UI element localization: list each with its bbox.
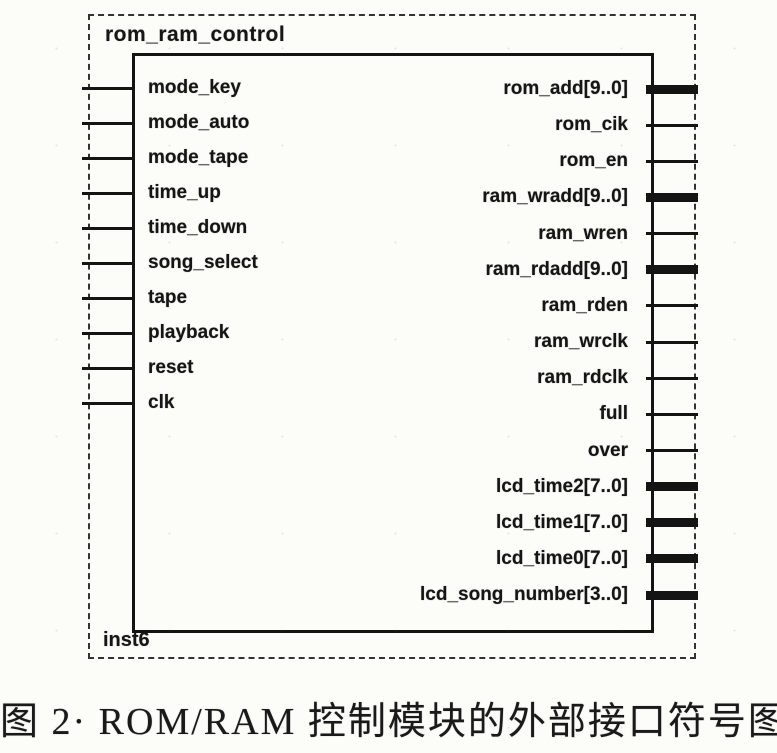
input-pin-stub <box>82 86 134 90</box>
output-port-label: lcd_time1[7..0] <box>496 511 628 533</box>
output-port-label: lcd_time2[7..0] <box>496 475 628 497</box>
input-port-label: clk <box>148 392 175 413</box>
input-pin-stub <box>82 156 134 160</box>
output-port-label: ram_rden <box>541 294 628 316</box>
output-port-label: lcd_time0[7..0] <box>496 547 628 569</box>
output-port-label: lcd_song_number[3..0] <box>420 584 628 606</box>
output-port-label: ram_wren <box>538 222 628 244</box>
output-bus-stub <box>646 482 698 492</box>
input-pin-stub <box>82 331 134 335</box>
output-port-label: rom_add[9..0] <box>503 78 628 99</box>
module-name-label: rom_ram_control <box>105 23 286 46</box>
output-bus-stub <box>646 554 698 564</box>
input-pin-stub <box>82 121 134 125</box>
input-port-label: song_select <box>148 252 258 273</box>
input-pin-stub <box>82 366 134 370</box>
output-port-label: full <box>599 403 629 425</box>
output-pin-stub <box>646 449 698 452</box>
output-bus-stub <box>646 590 698 600</box>
output-pin-stub <box>646 123 698 127</box>
instance-name-label: inst6 <box>103 629 150 651</box>
output-port-label: ram_wrclk <box>533 331 628 353</box>
input-port-label: mode_tape <box>148 147 249 168</box>
output-bus-stub <box>646 84 698 94</box>
output-port-label: over <box>587 439 628 461</box>
output-port-label: ram_rdadd[9..0] <box>485 258 628 280</box>
output-bus-stub <box>646 265 698 275</box>
output-pin-stub <box>646 340 698 344</box>
input-pin-stub <box>82 191 134 195</box>
figure-caption: 图 2· ROM/RAM 控制模块的外部接口符号图 <box>0 701 777 743</box>
input-pin-stub <box>82 261 134 265</box>
output-pin-stub <box>646 376 698 380</box>
output-pin-stub <box>646 159 698 163</box>
input-port-label: time_up <box>148 182 221 203</box>
output-pin-stub <box>646 232 698 236</box>
input-port-label: mode_key <box>148 77 241 98</box>
output-port-label: rom_cik <box>555 114 628 136</box>
output-port-label: rom_en <box>559 150 628 172</box>
output-port-label: ram_wradd[9..0] <box>482 186 628 208</box>
input-port-label: time_down <box>148 217 248 238</box>
input-port-label: mode_auto <box>148 112 250 133</box>
input-pin-stub <box>82 401 134 405</box>
output-port-label: ram_rdclk <box>537 367 628 389</box>
output-pin-stub <box>646 412 698 416</box>
output-bus-stub <box>646 518 698 528</box>
input-port-label: reset <box>148 357 194 378</box>
output-bus-stub <box>646 192 698 202</box>
input-port-label: tape <box>148 287 188 308</box>
output-pin-stub <box>646 304 698 308</box>
input-pin-stub <box>82 226 134 230</box>
module-boundary-box <box>88 14 696 659</box>
input-port-label: playback <box>148 322 230 343</box>
input-pin-stub <box>82 296 134 300</box>
